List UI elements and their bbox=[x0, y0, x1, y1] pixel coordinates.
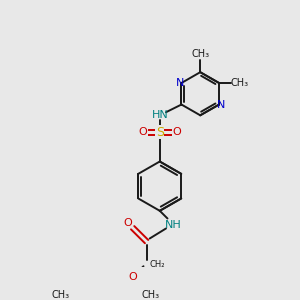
Text: CH₃: CH₃ bbox=[141, 290, 159, 300]
Text: O: O bbox=[138, 127, 147, 137]
Text: NH: NH bbox=[165, 220, 182, 230]
Text: S: S bbox=[156, 126, 164, 139]
Text: CH₃: CH₃ bbox=[191, 49, 209, 59]
Text: CH₃: CH₃ bbox=[230, 78, 248, 88]
Text: O: O bbox=[172, 127, 181, 137]
Text: CH₃: CH₃ bbox=[52, 290, 70, 300]
Text: O: O bbox=[128, 272, 137, 282]
Text: N: N bbox=[216, 100, 225, 110]
Text: O: O bbox=[124, 218, 132, 228]
Text: HN: HN bbox=[152, 110, 168, 120]
Text: CH₂: CH₂ bbox=[150, 260, 165, 269]
Text: N: N bbox=[176, 78, 184, 88]
